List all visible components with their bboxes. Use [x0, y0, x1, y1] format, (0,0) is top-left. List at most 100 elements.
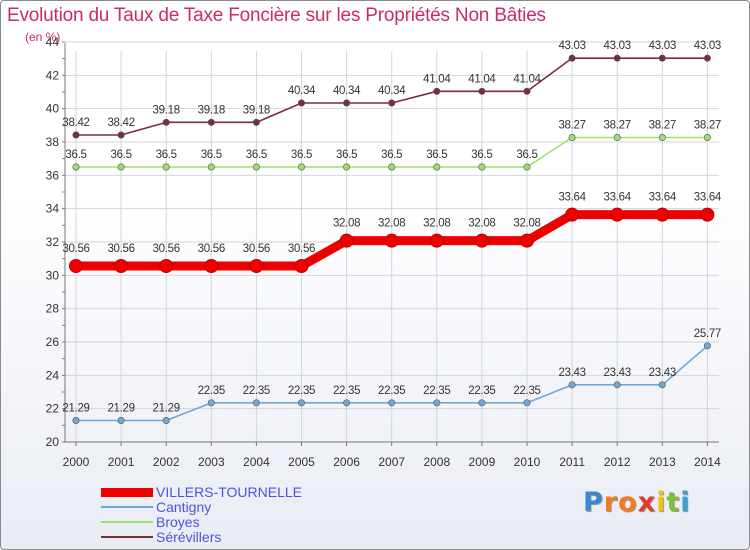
x-tick-label: 2012: [604, 455, 631, 469]
data-point: [294, 259, 309, 273]
x-tick-label: 2007: [378, 455, 405, 469]
axes: 20 22 24 26 28 30 32 34 36 38 40 42 44 2000 2001 2002 20…: [46, 35, 721, 469]
data-point: [117, 131, 125, 139]
data-label: 40.34: [378, 85, 406, 97]
data-label: 23.43: [604, 367, 631, 379]
data-point: [520, 233, 534, 248]
data-label: 33.64: [604, 192, 632, 204]
logo-letter: o: [618, 487, 638, 518]
data-point: [162, 163, 170, 171]
logo-letter: r: [603, 487, 619, 518]
data-label: 30.56: [62, 243, 89, 255]
x-tick-label: 2014: [694, 455, 721, 469]
data-point: [478, 87, 486, 95]
data-label: 32.08: [513, 218, 540, 230]
data-label: 30.56: [107, 243, 134, 255]
logo-letter: t: [666, 487, 681, 518]
data-label: 33.64: [694, 192, 722, 204]
data-point: [117, 416, 125, 424]
data-label: 36.5: [65, 149, 86, 161]
y-tick-label: 22: [46, 402, 60, 416]
data-label: 30.56: [198, 243, 225, 255]
data-label: 22.35: [423, 385, 450, 397]
legend-swatch-cantigny: [101, 506, 153, 508]
data-point: [658, 54, 666, 62]
x-tick-label: 2011: [559, 455, 585, 469]
x-tick-label: 2009: [469, 455, 496, 469]
data-point: [429, 233, 444, 248]
data-point: [207, 163, 215, 171]
data-label: 43.03: [694, 40, 721, 52]
data-label: 21.29: [62, 403, 89, 415]
x-tick-label: 2008: [423, 455, 450, 469]
y-axis-unit: (en %): [25, 30, 61, 44]
data-point: [658, 381, 666, 389]
chart-title: Evolution du Taux de Taxe Foncière sur l…: [7, 5, 546, 26]
legend-label: Broyes: [156, 514, 200, 530]
data-point: [700, 207, 715, 222]
y-tick-label: 34: [46, 202, 60, 216]
legend-swatch-serevillers: [101, 536, 153, 538]
x-tick-label: 2003: [198, 455, 225, 469]
logo-letter: i: [656, 487, 667, 518]
data-point: [249, 259, 264, 273]
data-point: [162, 416, 170, 424]
data-label: 30.56: [243, 243, 270, 255]
x-tick-label: 2010: [514, 455, 541, 469]
data-point: [568, 381, 576, 389]
data-label: 33.64: [558, 192, 586, 204]
data-label: 32.08: [423, 218, 450, 230]
y-tick-label: 24: [46, 368, 60, 382]
data-point: [117, 163, 125, 171]
logo-letter: i: [680, 487, 691, 518]
data-point: [69, 259, 83, 273]
data-label: 23.43: [649, 367, 676, 379]
data-label: 22.35: [288, 385, 315, 397]
data-point: [72, 163, 80, 171]
data-point: [388, 399, 396, 407]
x-tick-label: 2000: [63, 455, 90, 469]
y-tick-label: 40: [46, 102, 60, 116]
data-label: 23.43: [558, 367, 585, 379]
data-label: 43.03: [604, 40, 631, 52]
data-label: 25.77: [694, 328, 721, 340]
y-tick-label: 42: [46, 68, 60, 82]
data-label: 32.08: [333, 218, 360, 230]
data-label: 30.56: [153, 243, 180, 255]
data-point: [343, 99, 351, 107]
data-label: 22.35: [513, 385, 540, 397]
data-label: 38.27: [604, 120, 631, 132]
data-label: 22.35: [243, 385, 270, 397]
x-tick-label: 2005: [288, 455, 315, 469]
data-label: 22.35: [198, 385, 225, 397]
data-label: 39.18: [153, 104, 180, 116]
legend-label: Cantigny: [156, 499, 212, 515]
y-tick-label: 30: [46, 268, 60, 282]
data-point: [655, 207, 670, 222]
data-label: 30.56: [288, 243, 315, 255]
data-point: [478, 399, 486, 407]
x-tick-label: 2004: [243, 455, 270, 469]
data-label: 32.08: [468, 218, 495, 230]
data-label: 41.04: [513, 73, 541, 85]
data-point: [159, 259, 174, 273]
y-tick-label: 36: [46, 168, 60, 182]
data-point: [658, 134, 666, 142]
data-label: 41.04: [423, 73, 451, 85]
data-point: [523, 399, 531, 407]
data-label: 36.5: [291, 149, 312, 161]
legend-label: Sérévillers: [156, 529, 222, 545]
data-label: 38.42: [62, 117, 89, 129]
data-label: 36.5: [156, 149, 177, 161]
legend-label: VILLERS-TOURNELLE: [156, 484, 303, 500]
data-point: [388, 99, 396, 107]
series-lines: [69, 54, 715, 424]
legend-swatch-broyes: [101, 521, 153, 523]
logo-letter: x: [637, 487, 657, 518]
data-label: 22.35: [378, 385, 405, 397]
data-point: [207, 399, 215, 407]
data-point: [252, 118, 260, 126]
data-label: 21.29: [153, 403, 180, 415]
data-label: 39.18: [243, 104, 270, 116]
x-tick-label: 2001: [108, 455, 135, 469]
